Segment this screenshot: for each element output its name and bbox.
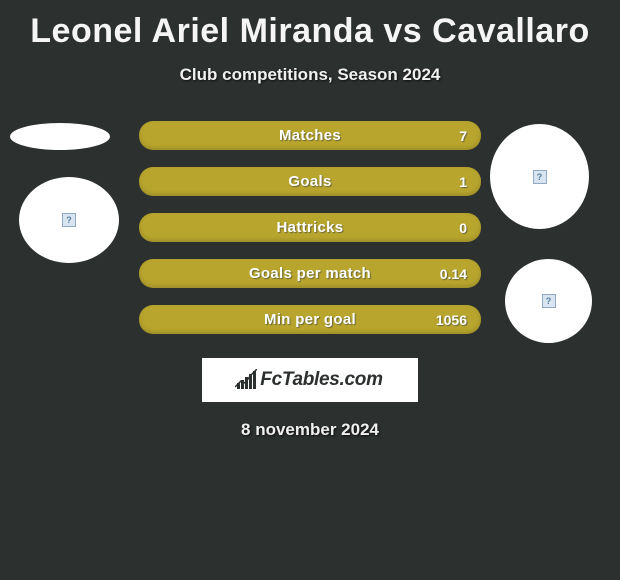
player-avatar-placeholder [505,259,592,343]
comparison-title: Leonel Ariel Miranda vs Cavallaro [0,0,620,51]
stat-label: Hattricks [277,219,344,236]
stat-value: 0 [459,220,467,236]
player-avatar-placeholder [490,124,589,229]
stat-label: Goals [288,173,331,190]
stat-value: 1 [459,174,467,190]
stat-label: Min per goal [264,311,356,328]
player-avatar-placeholder [19,177,119,263]
missing-image-icon [62,213,76,227]
stat-value: 1056 [436,312,467,328]
bar-chart-icon [237,371,256,389]
comparison-subtitle: Club competitions, Season 2024 [0,65,620,85]
stat-value: 7 [459,128,467,144]
snapshot-date: 8 november 2024 [0,420,620,440]
stat-row-hattricks: Hattricks 0 [139,213,481,242]
stat-value: 0.14 [440,266,467,282]
stat-row-min-per-goal: Min per goal 1056 [139,305,481,334]
stat-row-goals-per-match: Goals per match 0.14 [139,259,481,288]
player-avatar-placeholder [10,123,110,150]
stat-row-goals: Goals 1 [139,167,481,196]
stat-label: Goals per match [249,265,371,282]
missing-image-icon [542,294,556,308]
logo-text: FcTables.com [260,369,382,391]
fctables-logo: FcTables.com [202,358,418,402]
stat-label: Matches [279,127,341,144]
stats-container: Matches 7 Goals 1 Hattricks 0 Goals per … [139,121,481,334]
stat-row-matches: Matches 7 [139,121,481,150]
missing-image-icon [533,170,547,184]
